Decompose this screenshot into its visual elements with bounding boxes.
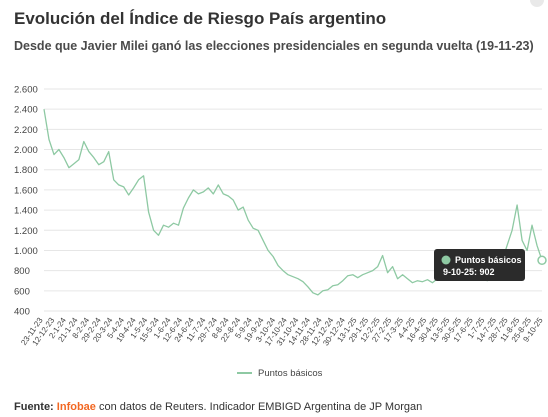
tooltip-series-name: Puntos básicos	[455, 255, 522, 265]
source-text: con datos de Reuters. Indicador EMBIGD A…	[95, 401, 423, 413]
y-axis: 400 600 800 1.000 1.200 1.400 1.600 1.800 2.000 2…	[14, 85, 38, 318]
y-tick-label: 1.800	[14, 165, 38, 176]
y-tick-label: 2.200	[14, 125, 38, 136]
y-tick-label: 1.000	[14, 246, 38, 257]
last-point-marker[interactable]	[537, 255, 547, 266]
legend-label: Puntos básicos	[258, 368, 323, 379]
grid-lines	[44, 88, 542, 312]
tooltip: Puntos básicos 9-10-25: 902	[434, 249, 525, 281]
corner-tab	[530, 0, 544, 7]
y-tick-label: 1.200	[14, 226, 38, 237]
y-tick-label: 2.600	[14, 85, 38, 96]
tooltip-value: 9-10-25: 902	[443, 267, 495, 277]
source-note: Fuente: Infobae con datos de Reuters. In…	[14, 401, 422, 413]
x-axis: 23-11-2312-12-232-1-2421-1-248-2-2429-2-…	[19, 316, 545, 348]
source-brand-link[interactable]: Infobae	[56, 401, 96, 413]
tooltip-box	[434, 249, 525, 281]
y-tick-label: 800	[14, 266, 30, 277]
chart-title: Evolución del Índice de Riesgo País arge…	[14, 9, 387, 28]
y-tick-label: 1.600	[14, 185, 38, 196]
y-tick-label: 2.000	[14, 145, 38, 156]
legend[interactable]: Puntos básicos	[237, 368, 323, 379]
y-tick-label: 2.400	[14, 105, 38, 116]
tooltip-series-dot	[441, 255, 451, 265]
y-tick-label: 1.400	[14, 206, 38, 217]
chart-subtitle: Desde que Javier Milei ganó las eleccion…	[14, 39, 534, 53]
source-label: Fuente:	[14, 401, 54, 413]
y-tick-label: 600	[14, 286, 30, 297]
y-tick-label: 400	[14, 307, 30, 318]
